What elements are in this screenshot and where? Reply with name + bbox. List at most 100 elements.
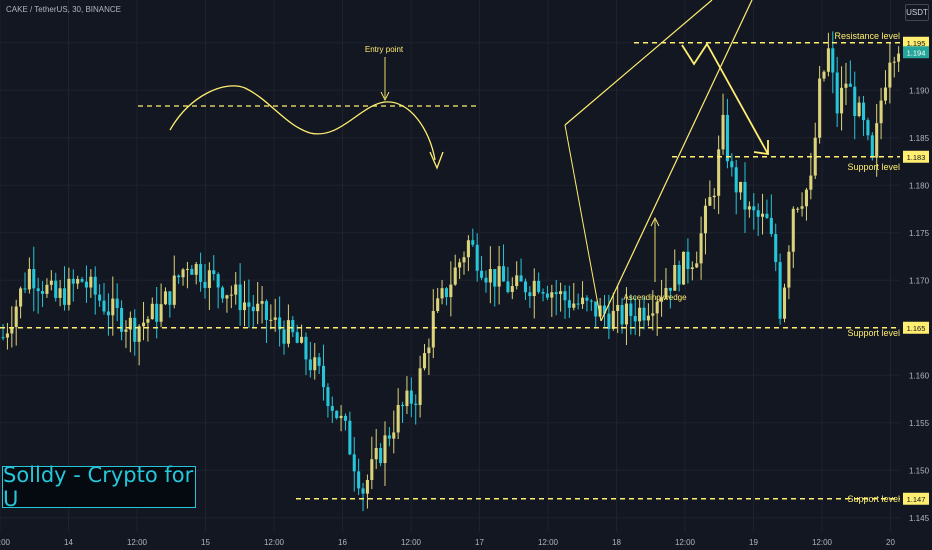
entry-point-label: Entry point (365, 45, 404, 54)
candle-body (870, 135, 874, 158)
candle-body (550, 292, 554, 298)
candle-body (300, 336, 304, 343)
candle-body (23, 288, 27, 290)
candle-body (752, 206, 756, 211)
candle-body (721, 114, 725, 150)
support-level-label-1: Support level (847, 162, 900, 172)
candle-body (800, 206, 804, 209)
x-tick-label: 17 (475, 538, 484, 547)
candle-body (330, 406, 334, 411)
candle-body (537, 280, 541, 292)
candle-body (133, 317, 137, 342)
candle-body (163, 291, 168, 305)
candle-body (708, 197, 712, 206)
candle-body (335, 410, 339, 419)
y-tick-label: 1.145 (909, 514, 930, 523)
y-tick-label: 1.155 (909, 419, 930, 428)
candle-body (387, 435, 391, 439)
level-price-box (903, 150, 929, 163)
candle-body (137, 326, 141, 342)
y-tick-label: 1.150 (909, 466, 930, 475)
candle-body (405, 390, 409, 407)
candle-body (725, 114, 729, 162)
candle-body (809, 175, 813, 190)
candle-body (695, 263, 699, 268)
candle-body (541, 291, 545, 294)
candle-body (462, 257, 466, 263)
candle-body (761, 213, 765, 217)
candle-body (229, 294, 233, 296)
candle-body (664, 287, 668, 298)
candle-body (168, 291, 172, 305)
candle-body (27, 269, 31, 290)
candle-body (686, 251, 690, 270)
candle-body (93, 276, 97, 295)
candle-body (317, 357, 321, 366)
candle-body (120, 308, 124, 332)
candle-body (660, 297, 664, 302)
candle-body (207, 270, 211, 288)
candle-body (765, 213, 769, 218)
candle-body (203, 281, 207, 288)
candle-body (339, 415, 343, 419)
candle-body (352, 454, 356, 472)
x-tick-label: 18 (612, 538, 621, 547)
candle-body (190, 268, 194, 275)
candle-body (480, 270, 484, 278)
y-tick-label: 1.180 (909, 181, 930, 190)
candle-body (304, 336, 308, 360)
candle-body (238, 284, 242, 311)
candle-body (554, 292, 558, 295)
x-tick-label: 12:00 (812, 538, 833, 547)
candle-body (818, 78, 822, 138)
candle-body (699, 233, 703, 264)
candle-body (282, 329, 286, 344)
candle-body (545, 293, 549, 298)
time-axis[interactable] (0, 532, 932, 550)
candle-body (497, 266, 501, 287)
candle-body (475, 244, 479, 271)
support-level-label-2: Support level (847, 328, 900, 338)
candle-body (111, 298, 115, 316)
candle-body (150, 303, 154, 320)
candle-body (875, 123, 879, 158)
candle-body (361, 488, 365, 494)
x-tick-label: 12:00 (264, 538, 285, 547)
candle-body (840, 87, 844, 114)
candle-body (10, 327, 14, 334)
entry-arrowhead (380, 91, 390, 102)
candle-body (418, 368, 422, 405)
candle-body (98, 294, 102, 301)
price-axis[interactable] (900, 0, 932, 550)
level-price-box (903, 321, 929, 334)
candle-body (409, 390, 413, 404)
candle-body (32, 269, 36, 289)
currency-button[interactable]: USDT (905, 4, 929, 21)
candle-body (616, 304, 620, 311)
candle-body (602, 305, 607, 314)
chart-labels: Entry point Ascending wedge Resistance l… (365, 31, 900, 504)
candle-body (159, 304, 163, 322)
symbol-info[interactable]: CAKE / TetherUS, 30, BINANCE (6, 5, 122, 14)
candle-body (199, 264, 203, 282)
candle-body (5, 333, 9, 338)
candle-body (67, 278, 71, 305)
candle-body (739, 181, 743, 193)
candle-body (264, 301, 268, 320)
candle-body (581, 297, 585, 305)
candle-body (313, 357, 317, 371)
candle-body (585, 297, 589, 301)
candle-body (453, 267, 457, 285)
candle-body (1, 337, 5, 339)
candle-body (681, 251, 686, 285)
wedge-upper-line (564, 0, 713, 126)
candle-body (633, 315, 637, 322)
candle-body (620, 304, 624, 325)
candle-body (449, 284, 453, 298)
level-price-box (903, 492, 929, 505)
candle-body (422, 353, 427, 369)
candle-body (888, 62, 892, 88)
candle-body (712, 195, 716, 198)
